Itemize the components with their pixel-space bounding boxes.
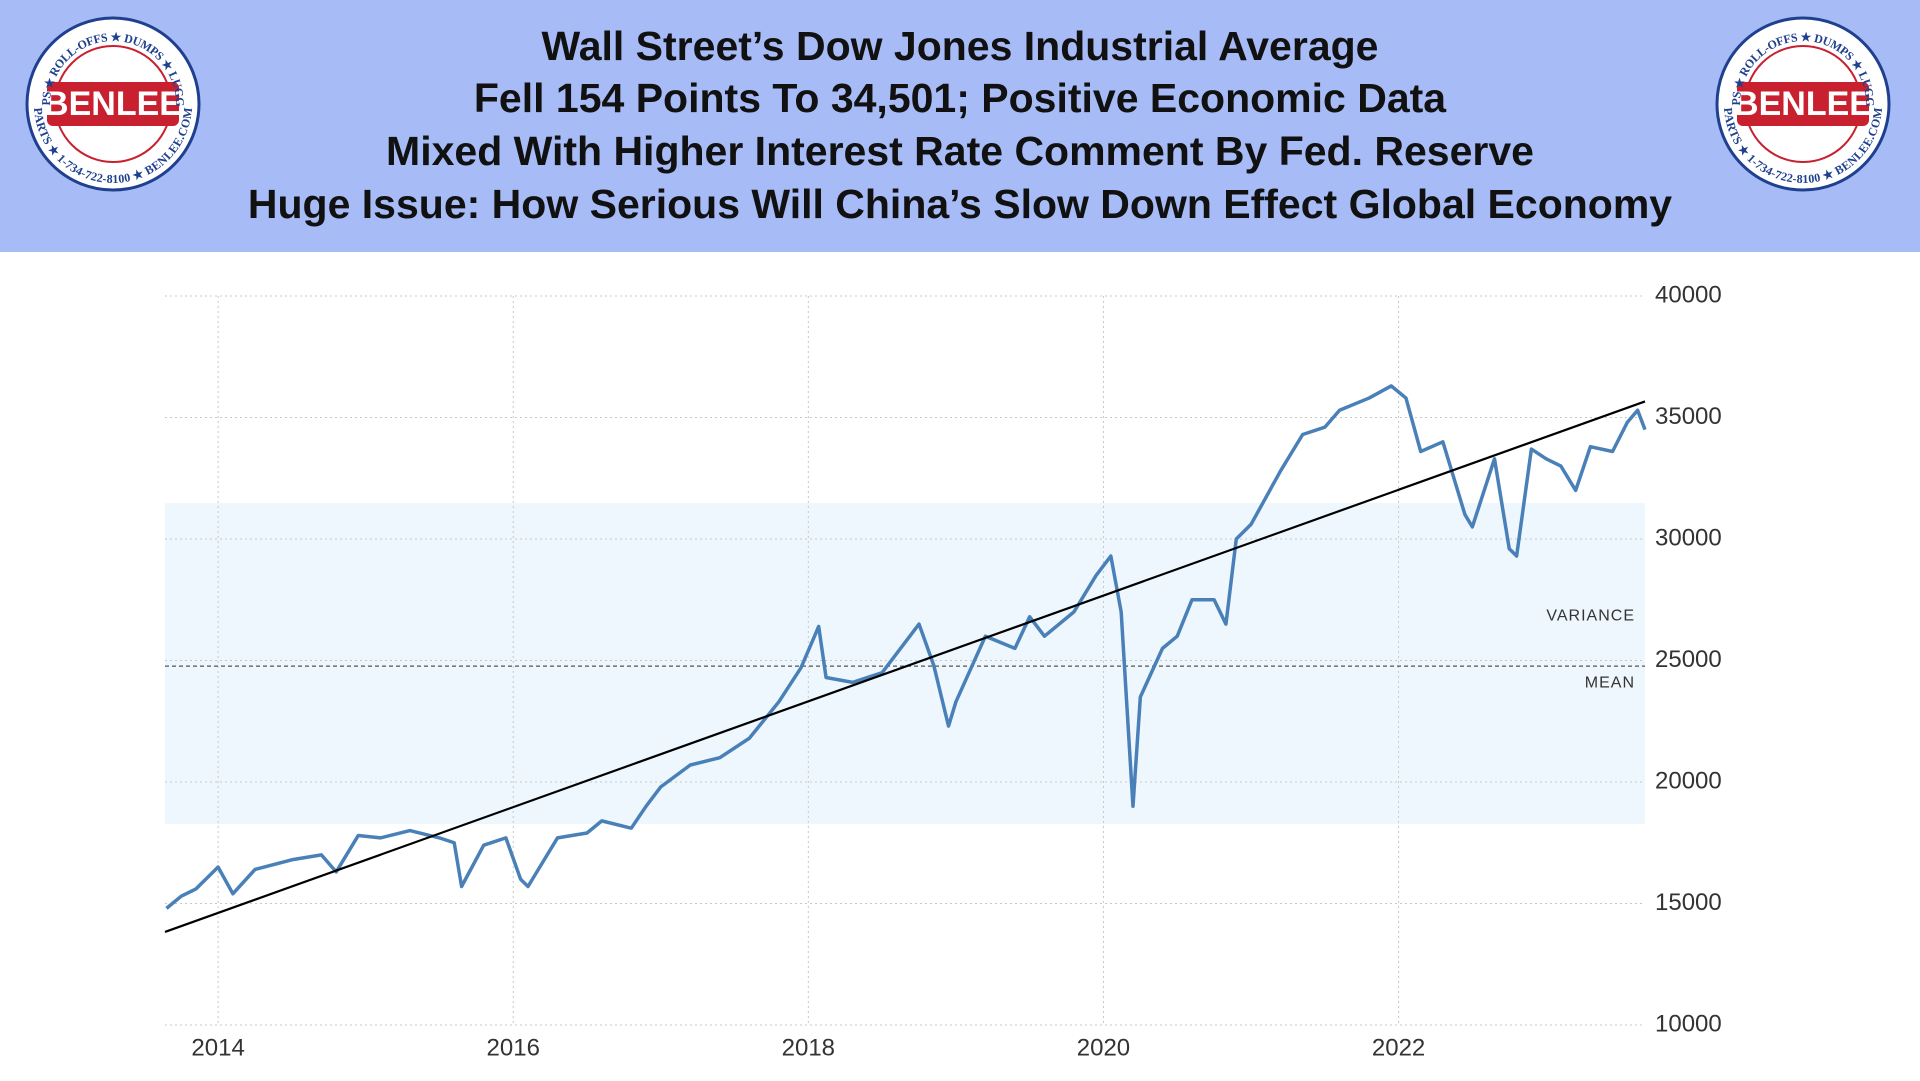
plot: 10000 15000 20000 25000 30000 35000 40000 2014 2… (164, 281, 1722, 1061)
y-tick-label: 10000 (1655, 1010, 1722, 1037)
annotation: VARIANCE (1546, 607, 1635, 624)
y-tick-label: 25000 (1655, 646, 1722, 673)
title-line: Huge Issue: How Serious Will China’s Slo… (248, 181, 1672, 227)
x-tick-label: 2016 (487, 1034, 540, 1061)
y-tick-label: 35000 (1655, 403, 1722, 430)
x-tick-label: 2022 (1372, 1034, 1425, 1061)
header-band (0, 0, 1920, 252)
title-line: Fell 154 Points To 34,501; Positive Econ… (474, 75, 1447, 121)
x-tick-label: 2020 (1077, 1034, 1130, 1061)
logo-brand: BENLEE (44, 85, 182, 123)
trend-line (164, 400, 1646, 933)
x-tick-label: 2018 (782, 1034, 835, 1061)
logo-brand: BENLEE (1734, 85, 1872, 123)
title-line: Wall Street’s Dow Jones Industrial Avera… (542, 23, 1379, 69)
y-tick-label: 20000 (1655, 767, 1722, 794)
annotation: MEAN (1585, 674, 1635, 691)
variance-band (165, 503, 1645, 825)
y-tick-label: 15000 (1655, 889, 1722, 916)
data-line (165, 384, 1647, 910)
logo: BENLEE TARPS ★ ROLL-OFFS ★ DUMPS ★ LUGGE… (1715, 16, 1891, 192)
title-line: Mixed With Higher Interest Rate Comment … (386, 128, 1534, 174)
x-tick-label: 2014 (191, 1034, 244, 1061)
logo: BENLEE TARPS ★ ROLL-OFFS ★ DUMPS ★ LUGGE… (25, 16, 201, 192)
y-tick-label: 40000 (1655, 281, 1722, 308)
y-tick-label: 30000 (1655, 524, 1722, 551)
